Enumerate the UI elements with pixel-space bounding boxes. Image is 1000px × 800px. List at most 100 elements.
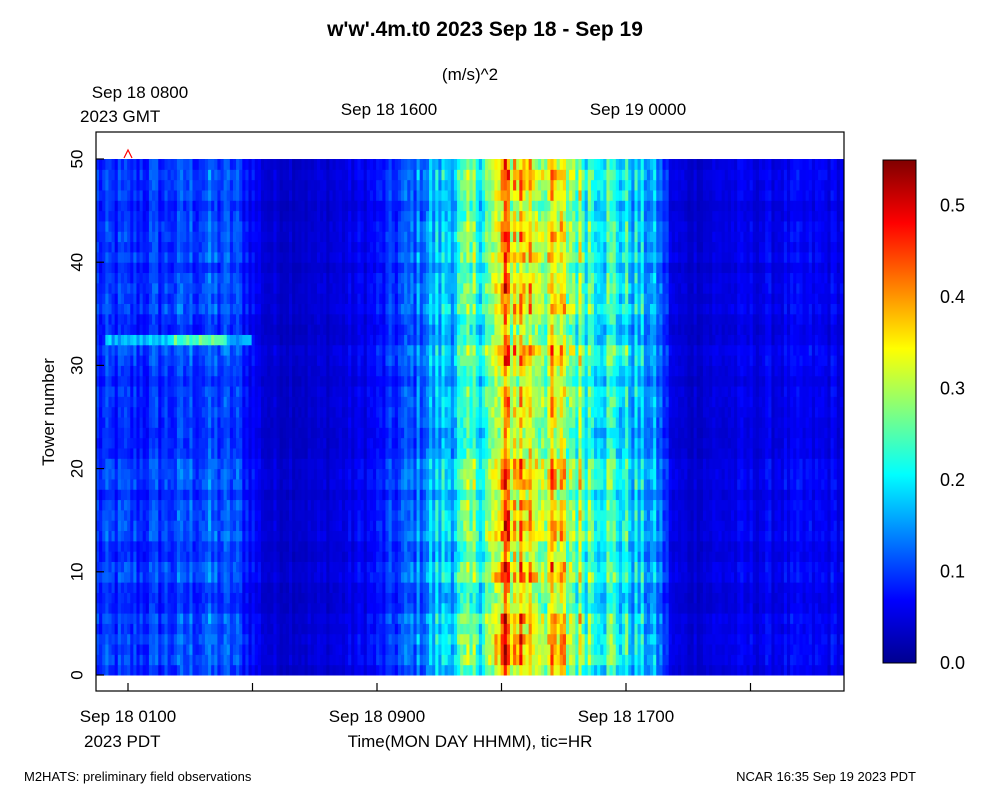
- heatmap-cell: [260, 561, 265, 573]
- heatmap-cell: [435, 654, 439, 666]
- heatmap-cell: [432, 592, 436, 604]
- heatmap-cell: [117, 592, 122, 604]
- heatmap-cell: [248, 602, 253, 614]
- heatmap-cell: [727, 664, 732, 676]
- heatmap-cell: [622, 602, 626, 614]
- heatmap-cell: [612, 582, 617, 593]
- heatmap-cell: [709, 613, 713, 624]
- heatmap-cell: [435, 561, 439, 573]
- heatmap-cell: [102, 551, 106, 562]
- heatmap-cell: [805, 613, 810, 624]
- heatmap-cell: [404, 633, 408, 645]
- heatmap-cell: [108, 654, 113, 666]
- heatmap-cell: [457, 582, 461, 593]
- heatmap-cell: [687, 644, 692, 655]
- heatmap-cell: [117, 602, 122, 614]
- heatmap-cell: [637, 613, 642, 624]
- heatmap-cell: [625, 602, 629, 614]
- heatmap-cell: [161, 654, 166, 666]
- heatmap-cell: [553, 613, 558, 624]
- heatmap-cell: [102, 561, 106, 573]
- heatmap-cell: [671, 654, 676, 666]
- heatmap-cell: [229, 582, 234, 593]
- heatmap-cell: [818, 582, 822, 593]
- heatmap-cell: [226, 561, 231, 573]
- heatmap-cell: [416, 664, 421, 676]
- heatmap-cell: [366, 644, 371, 655]
- heatmap-cell: [444, 571, 449, 583]
- heatmap-cell: [422, 633, 427, 645]
- heatmap-cell: [167, 644, 172, 655]
- heatmap-cell: [292, 613, 296, 624]
- heatmap-cell: [640, 602, 645, 614]
- heatmap-cell: [260, 551, 265, 562]
- heatmap-cell: [640, 551, 645, 562]
- heatmap-cell: [183, 592, 187, 604]
- heatmap-cell: [553, 654, 558, 666]
- heatmap-cell: [622, 592, 626, 604]
- heatmap-cell: [584, 633, 589, 645]
- heatmap-cell: [323, 602, 327, 614]
- heatmap-cell: [460, 602, 464, 614]
- heatmap-cell: [765, 664, 769, 676]
- heatmap-cell: [814, 654, 819, 666]
- heatmap-cell: [506, 633, 511, 645]
- heatmap-cell: [758, 561, 763, 573]
- heatmap-cell: [681, 664, 685, 676]
- heatmap-cell: [152, 664, 156, 676]
- heatmap-cell: [625, 571, 629, 583]
- heatmap-cell: [609, 592, 614, 604]
- heatmap-cell: [559, 551, 564, 562]
- heatmap-cell: [111, 582, 116, 593]
- heatmap-cell: [768, 613, 773, 624]
- heatmap-cell: [618, 582, 623, 593]
- heatmap-cell: [204, 571, 209, 583]
- heatmap-cell: [270, 592, 275, 604]
- heatmap-cell: [808, 551, 813, 562]
- heatmap-cell: [401, 644, 405, 655]
- heatmap-cell: [130, 664, 134, 676]
- heatmap-cell: [668, 623, 673, 635]
- heatmap-cell: [575, 551, 580, 562]
- heatmap-cell: [786, 561, 791, 573]
- heatmap-cell: [500, 654, 505, 666]
- heatmap-cell: [839, 478, 844, 490]
- heatmap-cell: [668, 551, 673, 562]
- heatmap-cell: [229, 551, 234, 562]
- heatmap-cell: [578, 582, 583, 593]
- heatmap-cell: [706, 592, 710, 604]
- heatmap-cell: [102, 602, 106, 614]
- heatmap-cell: [232, 592, 237, 604]
- heatmap-cell: [790, 613, 794, 624]
- heatmap-cell: [195, 571, 200, 583]
- heatmap-cell: [578, 654, 583, 666]
- heatmap-cell: [503, 623, 508, 635]
- heatmap-cell: [805, 644, 810, 655]
- heatmap-cell: [239, 633, 243, 645]
- heatmap-cell: [513, 551, 517, 562]
- heatmap-cell: [594, 551, 598, 562]
- heatmap-cell: [612, 664, 617, 676]
- heatmap-cell: [634, 623, 639, 635]
- heatmap-cell: [379, 644, 383, 655]
- heatmap-cell: [541, 551, 545, 562]
- heatmap-cell: [460, 592, 464, 604]
- heatmap-cell: [416, 571, 421, 583]
- heatmap-cell: [413, 613, 418, 624]
- heatmap-cell: [323, 613, 327, 624]
- heatmap-cell: [625, 664, 629, 676]
- heatmap-cell: [752, 633, 757, 645]
- heatmap-cell: [142, 571, 147, 583]
- heatmap-cell: [818, 664, 822, 676]
- heatmap-cell: [786, 571, 791, 583]
- heatmap-cell: [569, 623, 573, 635]
- heatmap-cell: [444, 551, 449, 562]
- heatmap-cell: [575, 592, 580, 604]
- heatmap-cell: [369, 654, 374, 666]
- heatmap-cell: [653, 623, 657, 635]
- heatmap-cell: [631, 664, 636, 676]
- heatmap-cell: [534, 664, 539, 676]
- heatmap-cell: [114, 602, 119, 614]
- heatmap-cell: [569, 613, 573, 624]
- heatmap-cell: [491, 582, 495, 593]
